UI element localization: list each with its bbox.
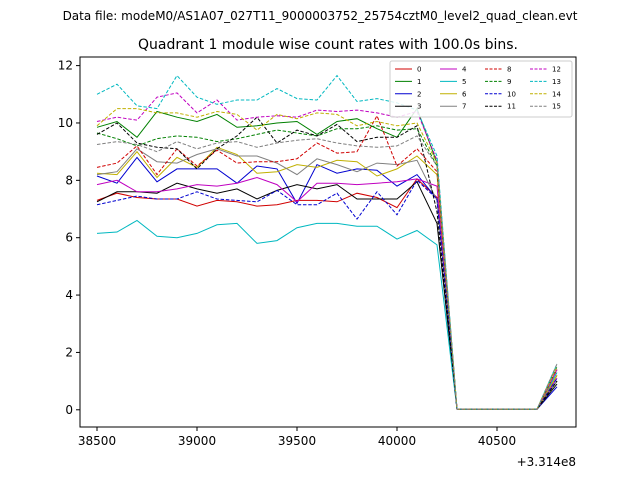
x-tick-label: 40000 — [378, 434, 416, 448]
chart-title: Quadrant 1 module wise count rates with … — [138, 37, 518, 53]
series-line-0 — [96, 178, 558, 410]
legend-label-2: 2 — [417, 90, 421, 98]
x-tick-label: 38500 — [78, 434, 116, 448]
y-tick-label: 10 — [58, 116, 73, 130]
series-line-8 — [96, 114, 558, 410]
x-tick-label: 40500 — [478, 434, 516, 448]
legend-label-11: 11 — [507, 103, 516, 111]
legend-label-10: 10 — [507, 90, 516, 98]
series-line-14 — [96, 108, 558, 410]
series-line-7 — [96, 148, 558, 410]
legend-label-4: 4 — [462, 66, 467, 74]
x-tick-label: 39500 — [278, 434, 316, 448]
legend-frame — [389, 60, 573, 118]
series-line-5 — [96, 219, 558, 410]
series-line-2 — [96, 156, 558, 410]
legend-label-3: 3 — [417, 103, 421, 111]
legend-label-5: 5 — [462, 78, 466, 86]
plot-frame — [79, 56, 577, 428]
y-tick-label: 8 — [65, 173, 73, 187]
legend-label-6: 6 — [462, 90, 467, 98]
legend-label-9: 9 — [507, 78, 511, 86]
x-axis: 38500 39000 39500 40000 40500 — [78, 427, 516, 448]
y-tick-label: 0 — [65, 403, 73, 417]
y-tick-label: 6 — [65, 231, 73, 245]
y-tick-label: 4 — [65, 288, 73, 302]
series-line-3 — [96, 180, 558, 410]
legend-label-13: 13 — [552, 78, 561, 86]
series-line-12 — [96, 92, 558, 410]
x-axis-offset-label: +3.314e8 — [517, 455, 576, 469]
legend-label-12: 12 — [552, 66, 561, 74]
figure-suptitle: Data file: modeM0/AS1A07_027T11_90000037… — [63, 9, 578, 23]
series-line-15 — [96, 135, 558, 410]
series-line-4 — [96, 176, 558, 410]
series-line-11 — [96, 116, 558, 410]
y-tick-label: 2 — [65, 345, 73, 359]
legend-label-8: 8 — [507, 66, 511, 74]
legend-label-1: 1 — [417, 78, 421, 86]
series-line-1 — [96, 107, 558, 410]
y-tick-label: 12 — [58, 59, 73, 73]
legend-label-0: 0 — [417, 66, 421, 74]
series-line-10 — [96, 179, 558, 410]
y-axis: 0 2 4 6 8 10 12 — [58, 59, 80, 417]
series-layer — [96, 74, 558, 410]
x-tick-label: 39000 — [178, 434, 216, 448]
series-line-13 — [96, 74, 558, 410]
legend-label-7: 7 — [462, 103, 466, 111]
legend-label-14: 14 — [552, 90, 561, 98]
legend-label-15: 15 — [552, 103, 561, 111]
